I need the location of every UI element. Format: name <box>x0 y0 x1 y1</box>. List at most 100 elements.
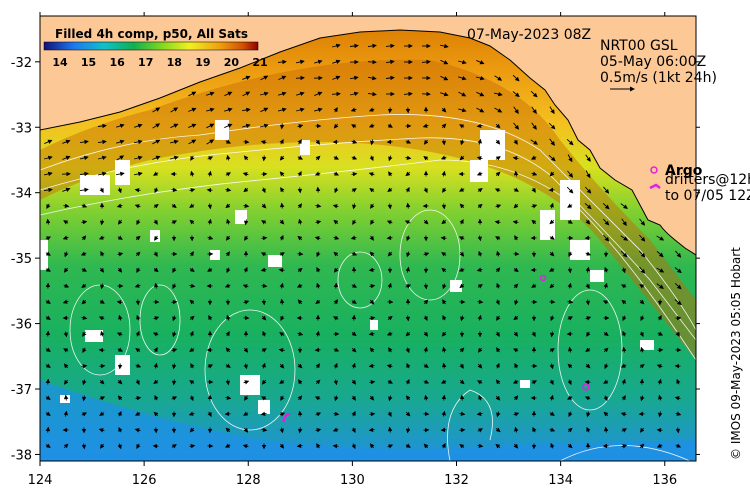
current-arrow <box>279 379 285 384</box>
current-arrow <box>369 139 375 146</box>
current-arrow <box>496 250 501 257</box>
current-arrow <box>423 155 429 161</box>
current-arrow <box>621 218 627 227</box>
current-arrow <box>333 267 339 273</box>
current-arrow <box>458 107 467 113</box>
current-arrow <box>459 251 465 257</box>
current-arrow <box>495 236 501 241</box>
current-arrow <box>549 235 555 240</box>
current-arrow <box>585 363 591 369</box>
current-arrow <box>549 283 555 289</box>
current-arrow <box>224 91 233 97</box>
current-arrow <box>513 331 519 337</box>
current-arrow <box>207 170 212 177</box>
current-arrow <box>387 379 393 384</box>
current-arrow <box>242 172 249 177</box>
current-arrow <box>351 171 358 177</box>
current-arrow <box>279 412 286 417</box>
current-arrow <box>369 411 376 417</box>
current-arrow <box>62 235 69 240</box>
current-arrow <box>189 267 195 273</box>
current-arrow <box>243 203 250 208</box>
current-scale-label: 0.5m/s (1kt 24h) <box>600 70 717 86</box>
current-arrow <box>134 428 141 433</box>
current-arrow <box>259 123 269 129</box>
current-arrow <box>367 59 377 65</box>
colorbar-tick-label: 17 <box>138 56 153 69</box>
current-arrow <box>260 267 267 272</box>
current-arrow <box>297 187 303 194</box>
current-arrow <box>368 123 375 128</box>
current-arrow <box>313 107 323 113</box>
current-arrow <box>225 172 231 177</box>
current-arrow <box>225 379 231 386</box>
current-arrow <box>656 251 664 258</box>
current-arrow <box>603 426 609 433</box>
current-arrow <box>567 219 573 224</box>
current-arrow <box>405 347 410 354</box>
current-arrow <box>136 443 141 449</box>
current-arrow <box>440 43 449 49</box>
current-arrow <box>656 235 665 241</box>
current-arrow <box>226 267 231 274</box>
current-arrow <box>208 315 213 321</box>
current-arrow <box>190 363 195 369</box>
current-arrow <box>550 442 555 449</box>
current-arrow <box>495 395 501 401</box>
current-arrow <box>674 299 682 306</box>
current-arrow <box>513 203 519 209</box>
current-arrow <box>332 75 341 80</box>
credit-text: © IMOS 09-May-2023 05:05 Hobart <box>729 247 743 460</box>
current-arrow <box>351 124 357 129</box>
current-arrow <box>441 362 447 369</box>
current-arrow <box>316 443 321 449</box>
current-arrow <box>261 348 267 353</box>
current-arrow <box>477 203 483 209</box>
current-arrow <box>243 300 250 305</box>
current-arrow <box>261 155 267 162</box>
current-arrow <box>279 443 285 449</box>
current-arrow <box>368 427 375 433</box>
current-arrow <box>405 315 411 322</box>
current-arrow <box>549 251 555 257</box>
current-arrow <box>297 251 304 257</box>
current-arrow <box>441 331 447 337</box>
current-arrow <box>603 411 609 417</box>
current-arrow <box>387 187 393 193</box>
current-arrow <box>207 267 213 272</box>
current-arrow <box>387 282 392 289</box>
current-arrow <box>116 139 125 145</box>
current-arrow <box>333 362 338 369</box>
current-arrow <box>423 187 428 194</box>
current-arrow <box>586 411 591 418</box>
current-arrow <box>63 267 69 273</box>
current-arrow <box>656 364 663 369</box>
current-arrow <box>136 267 141 273</box>
current-arrow <box>585 347 591 353</box>
current-arrow <box>188 123 197 129</box>
current-arrow <box>225 139 231 144</box>
current-arrow <box>82 379 87 386</box>
current-arrow <box>387 426 393 433</box>
current-arrow <box>97 139 107 145</box>
current-arrow <box>117 235 123 240</box>
current-arrow <box>333 347 340 352</box>
current-arrow <box>423 283 429 290</box>
current-arrow <box>315 220 322 225</box>
current-arrow <box>405 284 412 289</box>
current-arrow <box>423 315 428 322</box>
current-arrow <box>386 235 393 241</box>
current-arrow <box>387 315 393 321</box>
current-arrow <box>261 396 267 401</box>
argo-legend-icon <box>650 166 658 174</box>
current-arrow <box>81 283 87 289</box>
current-arrow <box>657 411 663 418</box>
current-arrow <box>116 332 123 337</box>
current-arrow <box>620 412 627 417</box>
current-arrow <box>442 283 447 290</box>
current-arrow <box>514 299 519 306</box>
current-arrow <box>513 106 519 115</box>
current-arrow <box>278 347 285 353</box>
current-arrow <box>153 251 158 257</box>
colorbar-tick-label: 20 <box>224 56 240 69</box>
